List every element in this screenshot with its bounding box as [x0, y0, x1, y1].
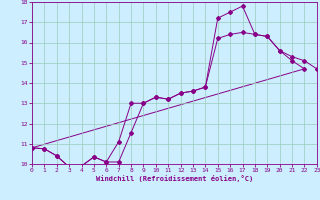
X-axis label: Windchill (Refroidissement éolien,°C): Windchill (Refroidissement éolien,°C) — [96, 175, 253, 182]
